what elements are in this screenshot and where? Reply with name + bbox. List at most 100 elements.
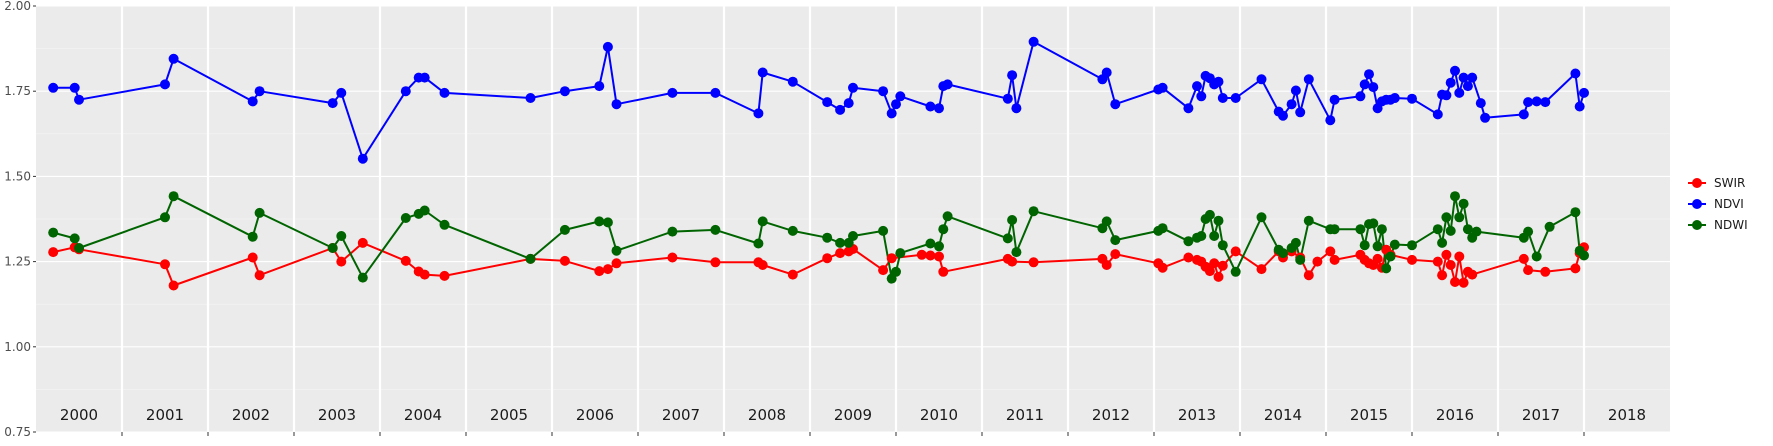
data-point-ndvi xyxy=(1432,109,1443,120)
data-point-ndvi xyxy=(1389,93,1400,103)
data-point-ndwi xyxy=(439,219,450,230)
data-point-ndvi xyxy=(1445,77,1456,88)
data-point-ndwi xyxy=(1101,216,1112,227)
data-point-ndvi xyxy=(942,79,953,90)
data-point-ndwi xyxy=(1445,225,1456,236)
year-label: 2005 xyxy=(490,406,528,424)
data-point-swir xyxy=(1540,266,1551,277)
data-point-ndwi xyxy=(1570,207,1581,218)
year-label: 2002 xyxy=(232,406,270,424)
data-point-ndvi xyxy=(559,86,570,97)
y-tick-label: 1.00 xyxy=(4,340,31,354)
year-label: 2004 xyxy=(404,406,442,424)
data-point-ndvi xyxy=(1183,103,1194,114)
data-point-ndvi xyxy=(878,86,889,97)
data-point-ndvi xyxy=(327,98,338,109)
data-point-ndvi xyxy=(1407,93,1417,104)
data-point-ndvi xyxy=(1329,94,1340,105)
data-point-ndwi xyxy=(160,212,170,223)
data-point-swir xyxy=(439,270,450,281)
y-tick-label: 2.00 xyxy=(4,0,31,13)
data-point-ndvi xyxy=(1286,99,1297,110)
data-point-swir xyxy=(559,255,570,266)
year-label: 2013 xyxy=(1178,406,1216,424)
data-point-ndwi xyxy=(1303,215,1314,226)
data-point-ndvi xyxy=(336,87,347,98)
data-point-ndwi xyxy=(895,248,906,259)
data-point-ndwi xyxy=(400,213,411,223)
data-point-ndvi xyxy=(1359,79,1370,90)
data-point-swir xyxy=(835,248,846,259)
data-point-ndwi xyxy=(1368,218,1379,229)
data-point-ndvi xyxy=(1458,72,1469,83)
data-point-ndwi xyxy=(1441,212,1452,223)
year-label: 2016 xyxy=(1436,406,1474,424)
data-point-ndvi xyxy=(1007,70,1018,81)
data-point-ndwi xyxy=(1376,224,1387,235)
year-label: 2018 xyxy=(1608,406,1646,424)
data-point-ndwi xyxy=(1432,224,1443,235)
data-point-swir xyxy=(787,269,798,280)
data-point-ndvi xyxy=(757,67,768,78)
data-point-swir xyxy=(1204,266,1215,277)
year-label: 2008 xyxy=(748,406,786,424)
legend: SWIR NDVI NDWI xyxy=(1688,176,1748,232)
data-point-swir xyxy=(1209,258,1220,269)
data-point-ndvi xyxy=(1368,82,1379,93)
data-point-swir xyxy=(48,247,59,258)
data-point-swir xyxy=(602,264,613,275)
data-point-ndwi xyxy=(1389,239,1400,250)
data-point-ndvi xyxy=(1518,109,1529,120)
data-point-ndwi xyxy=(1454,212,1465,223)
minor-gridlines xyxy=(36,48,1670,390)
data-point-ndwi xyxy=(925,238,936,249)
data-point-ndvi xyxy=(168,53,179,64)
data-point-ndvi xyxy=(69,82,80,93)
data-point-ndwi xyxy=(1531,251,1542,262)
data-point-ndwi xyxy=(1407,240,1417,251)
data-point-ndwi xyxy=(1381,263,1392,274)
data-point-ndwi xyxy=(1437,237,1448,248)
data-point-ndvi xyxy=(1531,96,1542,107)
year-labels: 2000 2001 2002 2003 2004 2005 2006 2007 2008 2009… xyxy=(60,406,1646,424)
data-point-ndvi xyxy=(1290,85,1301,96)
data-point-ndwi xyxy=(594,216,605,227)
data-point-swir xyxy=(1007,256,1018,267)
y-tick-label: 1.50 xyxy=(4,169,31,183)
data-point-ndvi xyxy=(1028,36,1039,47)
data-point-swir xyxy=(934,251,944,262)
data-point-swir xyxy=(247,252,258,263)
data-point-ndvi xyxy=(1570,68,1581,79)
year-label: 2011 xyxy=(1006,406,1044,424)
legend-label: NDWI xyxy=(1714,218,1748,232)
data-point-ndwi xyxy=(787,225,798,236)
data-point-ndwi xyxy=(611,245,622,256)
data-point-ndwi xyxy=(1523,226,1534,237)
data-point-ndwi xyxy=(835,237,846,248)
data-point-swir xyxy=(1437,270,1448,281)
data-point-ndvi xyxy=(1196,91,1207,102)
data-point-ndvi xyxy=(835,104,846,115)
data-point-ndvi xyxy=(1475,98,1486,109)
data-point-ndwi xyxy=(1217,240,1228,251)
data-point-swir xyxy=(1467,269,1478,280)
data-point-ndwi xyxy=(168,191,179,202)
data-point-swir xyxy=(1450,277,1460,287)
data-point-ndwi xyxy=(710,224,721,235)
data-point-swir xyxy=(710,257,721,268)
data-point-swir xyxy=(1101,260,1112,270)
data-point-ndvi xyxy=(1540,97,1551,108)
data-point-ndwi xyxy=(1230,266,1241,277)
data-point-swir xyxy=(925,250,936,261)
data-point-ndwi xyxy=(1204,209,1215,220)
data-point-ndwi xyxy=(1278,248,1288,259)
data-point-ndvi xyxy=(602,41,613,52)
data-point-ndvi xyxy=(667,87,678,98)
data-point-swir xyxy=(1230,246,1241,257)
data-point-ndvi xyxy=(1454,87,1465,98)
data-point-ndvi xyxy=(1011,103,1022,114)
data-point-ndvi xyxy=(891,99,901,110)
data-point-swir xyxy=(611,258,622,269)
data-point-ndwi xyxy=(1372,241,1383,252)
